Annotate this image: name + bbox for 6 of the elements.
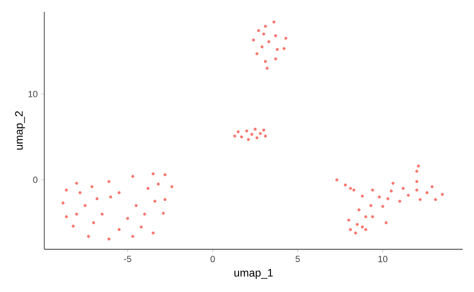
x-tick-label: 0 [210,256,215,262]
x-axis-title: umap_1 [234,269,273,279]
x-tick-label: 10 [378,256,388,262]
x-tick-label: -5 [124,256,132,262]
x-tick-label: 5 [296,256,300,262]
y-axis-title: umap_2 [15,111,25,150]
